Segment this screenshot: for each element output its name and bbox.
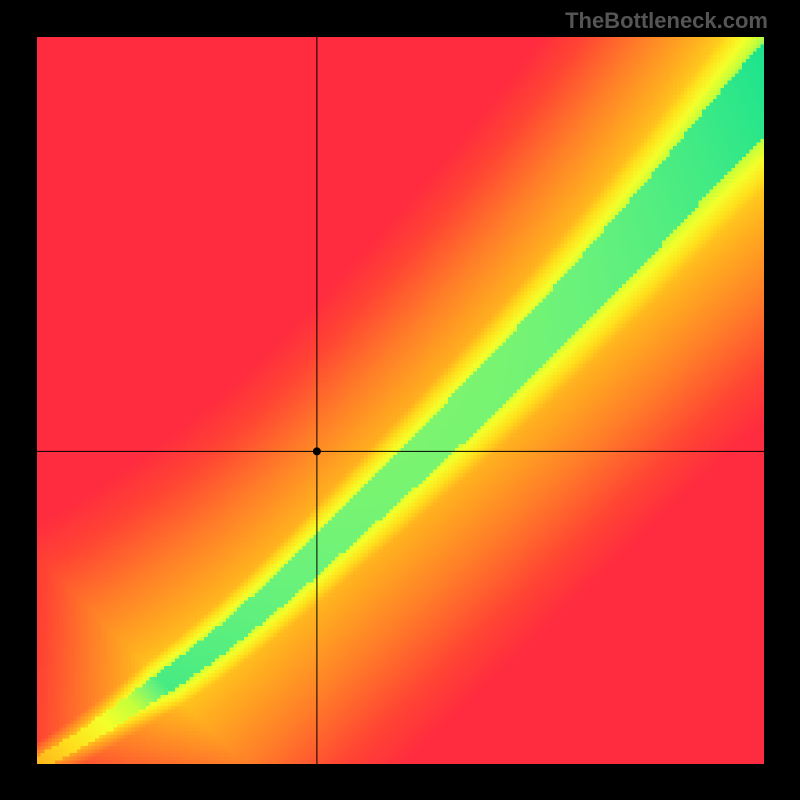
- watermark-text: TheBottleneck.com: [565, 8, 768, 34]
- heatmap-canvas: [37, 37, 764, 764]
- bottleneck-heatmap: [37, 37, 764, 764]
